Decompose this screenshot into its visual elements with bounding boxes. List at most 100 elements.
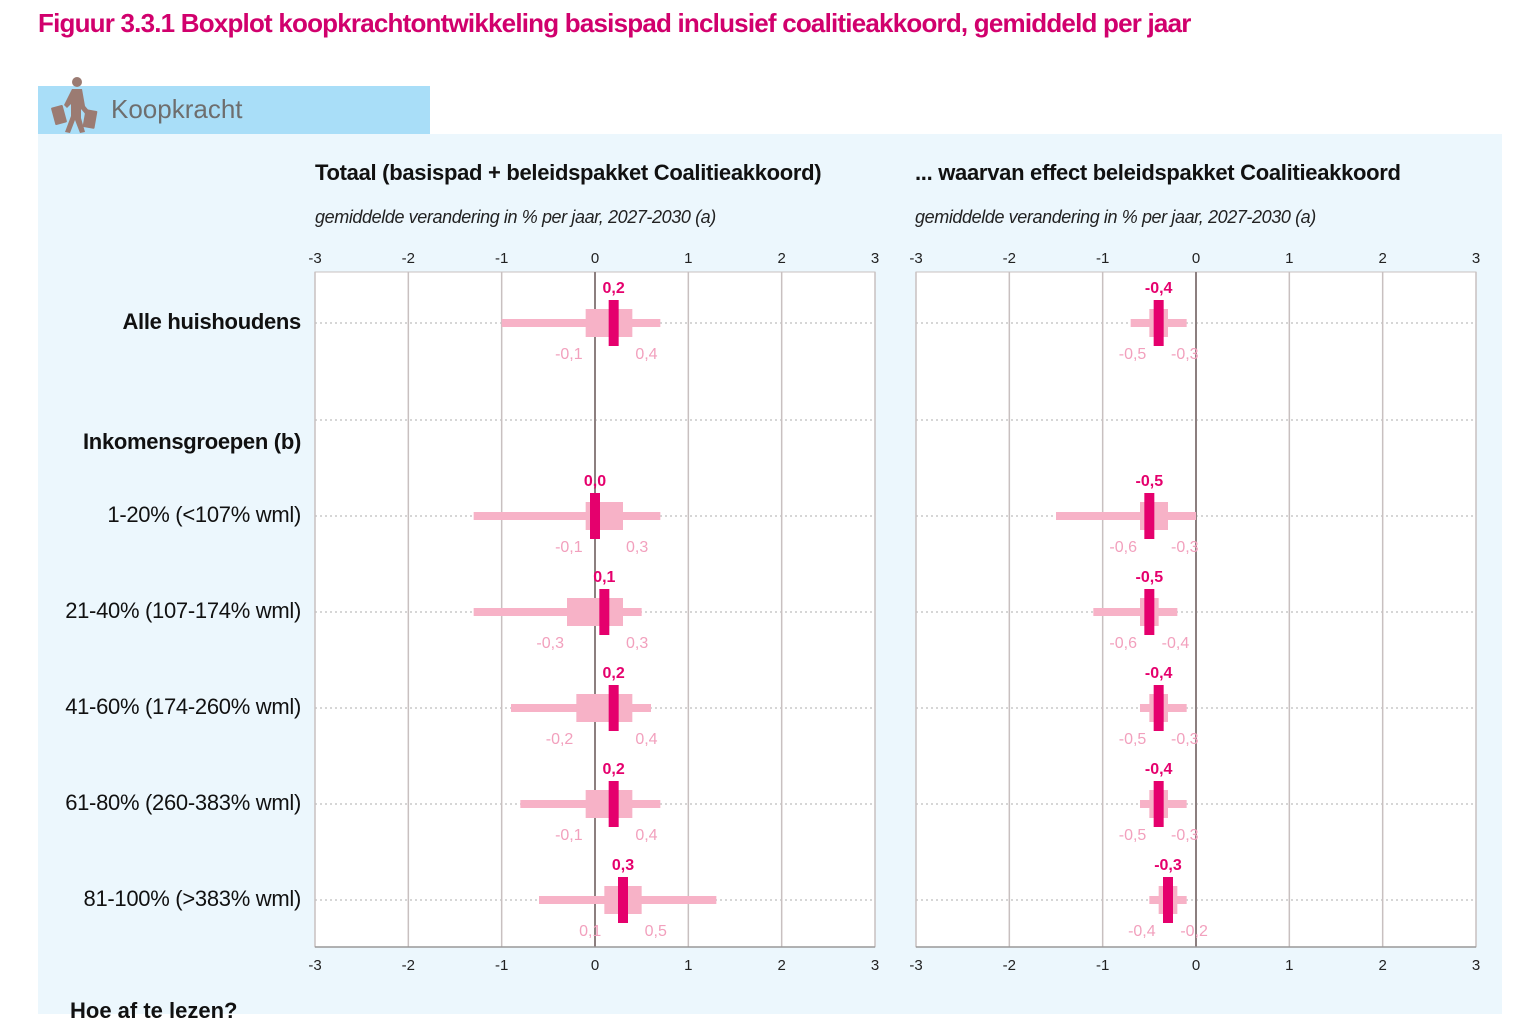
right-median-alle bbox=[1153, 300, 1164, 346]
right-median-q4 bbox=[1153, 781, 1164, 827]
right-q3-label-q5: -0,2 bbox=[1180, 923, 1208, 940]
left-median-q4 bbox=[608, 781, 619, 827]
right-q3-label-q2: -0,4 bbox=[1162, 635, 1190, 652]
left-xtick-bottom: 1 bbox=[684, 957, 692, 974]
right-median-q1 bbox=[1144, 493, 1155, 539]
right-q1-label-alle: -0,5 bbox=[1119, 346, 1147, 363]
row-label-q5: 81-100% (>383% wml) bbox=[83, 886, 302, 911]
left-q3-label-q5: 0,5 bbox=[645, 923, 667, 940]
right-median-label-q3: -0,4 bbox=[1145, 665, 1173, 682]
right-xtick-top: 3 bbox=[1472, 250, 1480, 267]
left-box-q2 bbox=[567, 598, 623, 626]
right-whisker-q2 bbox=[1093, 608, 1178, 616]
right-q3-label-q3: -0,3 bbox=[1171, 731, 1199, 748]
right-chart-title: ... waarvan effect beleidspakket Coaliti… bbox=[915, 160, 1401, 185]
right-xtick-bottom: 2 bbox=[1378, 957, 1386, 974]
left-xtick-bottom: -3 bbox=[308, 957, 321, 974]
right-xtick-bottom: -3 bbox=[909, 957, 922, 974]
left-median-q3 bbox=[608, 685, 619, 731]
row-label-q3: 41-60% (174-260% wml) bbox=[65, 694, 301, 719]
left-xtick-bottom: 0 bbox=[591, 957, 599, 974]
left-xtick-top: -2 bbox=[402, 250, 415, 267]
left-xtick-top: 1 bbox=[684, 250, 692, 267]
right-median-q3 bbox=[1153, 685, 1164, 731]
left-median-label-q5: 0,3 bbox=[612, 857, 634, 874]
left-box-q3 bbox=[576, 694, 633, 722]
right-xtick-top: -3 bbox=[909, 250, 922, 267]
right-xtick-bottom: -2 bbox=[1003, 957, 1016, 974]
left-whisker-q2 bbox=[473, 608, 642, 616]
right-median-label-q4: -0,4 bbox=[1145, 761, 1173, 778]
left-xtick-bottom: 2 bbox=[777, 957, 785, 974]
figure-title: Figuur 3.3.1 Boxplot koopkrachtontwikkel… bbox=[38, 8, 1191, 38]
left-q1-label-q4: -0,1 bbox=[555, 827, 583, 844]
row-label-alle: Alle huishoudens bbox=[122, 309, 301, 334]
left-q1-label-q5: 0,1 bbox=[579, 923, 601, 940]
left-xtick-bottom: -2 bbox=[402, 957, 415, 974]
left-xtick-top: -3 bbox=[308, 250, 321, 267]
left-xtick-top: 0 bbox=[591, 250, 599, 267]
left-xtick-bottom: 3 bbox=[871, 957, 879, 974]
right-q1-label-q1: -0,6 bbox=[1109, 539, 1137, 556]
section-tab-koopkracht: Koopkracht bbox=[38, 77, 430, 134]
tab-label: Koopkracht bbox=[111, 94, 243, 124]
right-median-label-q1: -0,5 bbox=[1136, 473, 1164, 490]
row-label-q4: 61-80% (260-383% wml) bbox=[65, 790, 301, 815]
right-q3-label-q1: -0,3 bbox=[1171, 539, 1199, 556]
right-median-q2 bbox=[1144, 589, 1155, 635]
left-q1-label-q1: -0,1 bbox=[555, 539, 583, 556]
row-label-q1: 1-20% (<107% wml) bbox=[107, 502, 301, 527]
left-median-label-alle: 0,2 bbox=[603, 280, 625, 297]
left-median-alle bbox=[608, 300, 619, 346]
right-xtick-top: 1 bbox=[1285, 250, 1293, 267]
left-whisker-q1 bbox=[473, 512, 661, 520]
right-xtick-top: 2 bbox=[1378, 250, 1386, 267]
left-median-label-q4: 0,2 bbox=[603, 761, 625, 778]
right-xtick-top: 0 bbox=[1192, 250, 1200, 267]
left-median-q1 bbox=[590, 493, 600, 539]
right-xtick-bottom: 3 bbox=[1472, 957, 1480, 974]
right-median-label-q5: -0,3 bbox=[1154, 857, 1182, 874]
left-whisker-alle bbox=[501, 319, 661, 327]
left-q3-label-alle: 0,4 bbox=[635, 346, 657, 363]
right-q1-label-q5: -0,4 bbox=[1128, 923, 1156, 940]
left-median-label-q2: 0,1 bbox=[593, 569, 615, 586]
right-q3-label-q4: -0,3 bbox=[1171, 827, 1199, 844]
left-xtick-top: 2 bbox=[777, 250, 785, 267]
left-q1-label-q2: -0,3 bbox=[536, 635, 564, 652]
right-q1-label-q2: -0,6 bbox=[1109, 635, 1137, 652]
left-median-label-q1: 0,0 bbox=[584, 473, 606, 490]
left-q3-label-q1: 0,3 bbox=[626, 539, 648, 556]
left-q1-label-q3: -0,2 bbox=[546, 731, 574, 748]
left-q1-label-alle: -0,1 bbox=[555, 346, 583, 363]
left-q3-label-q2: 0,3 bbox=[626, 635, 648, 652]
left-chart-title: Totaal (basispad + beleidspakket Coaliti… bbox=[315, 160, 822, 185]
person-with-shopping-bags-icon bbox=[51, 77, 98, 133]
right-xtick-bottom: -1 bbox=[1096, 957, 1109, 974]
footer-heading: Hoe af te lezen? bbox=[70, 998, 238, 1023]
right-xtick-top: -2 bbox=[1003, 250, 1016, 267]
left-xtick-bottom: -1 bbox=[495, 957, 508, 974]
left-xtick-top: -1 bbox=[495, 250, 508, 267]
right-xtick-top: -1 bbox=[1096, 250, 1109, 267]
left-chart-subtitle: gemiddelde verandering in % per jaar, 20… bbox=[315, 207, 716, 227]
right-xtick-bottom: 0 bbox=[1192, 957, 1200, 974]
right-q3-label-alle: -0,3 bbox=[1171, 346, 1199, 363]
row-label-q2: 21-40% (107-174% wml) bbox=[65, 598, 301, 623]
left-median-q2 bbox=[599, 589, 610, 635]
left-q3-label-q4: 0,4 bbox=[635, 827, 657, 844]
right-q1-label-q3: -0,5 bbox=[1119, 731, 1147, 748]
left-q3-label-q3: 0,4 bbox=[635, 731, 657, 748]
right-q1-label-q4: -0,5 bbox=[1119, 827, 1147, 844]
left-median-label-q3: 0,2 bbox=[603, 665, 625, 682]
left-median-q5 bbox=[618, 877, 628, 923]
right-median-label-q2: -0,5 bbox=[1136, 569, 1164, 586]
right-chart-subtitle: gemiddelde verandering in % per jaar, 20… bbox=[915, 207, 1316, 227]
right-xtick-bottom: 1 bbox=[1285, 957, 1293, 974]
right-median-q5 bbox=[1163, 877, 1173, 923]
right-median-label-alle: -0,4 bbox=[1145, 280, 1173, 297]
left-xtick-top: 3 bbox=[871, 250, 879, 267]
right-whisker-q1 bbox=[1056, 512, 1196, 520]
row-label-section: Inkomensgroepen (b) bbox=[83, 429, 301, 454]
